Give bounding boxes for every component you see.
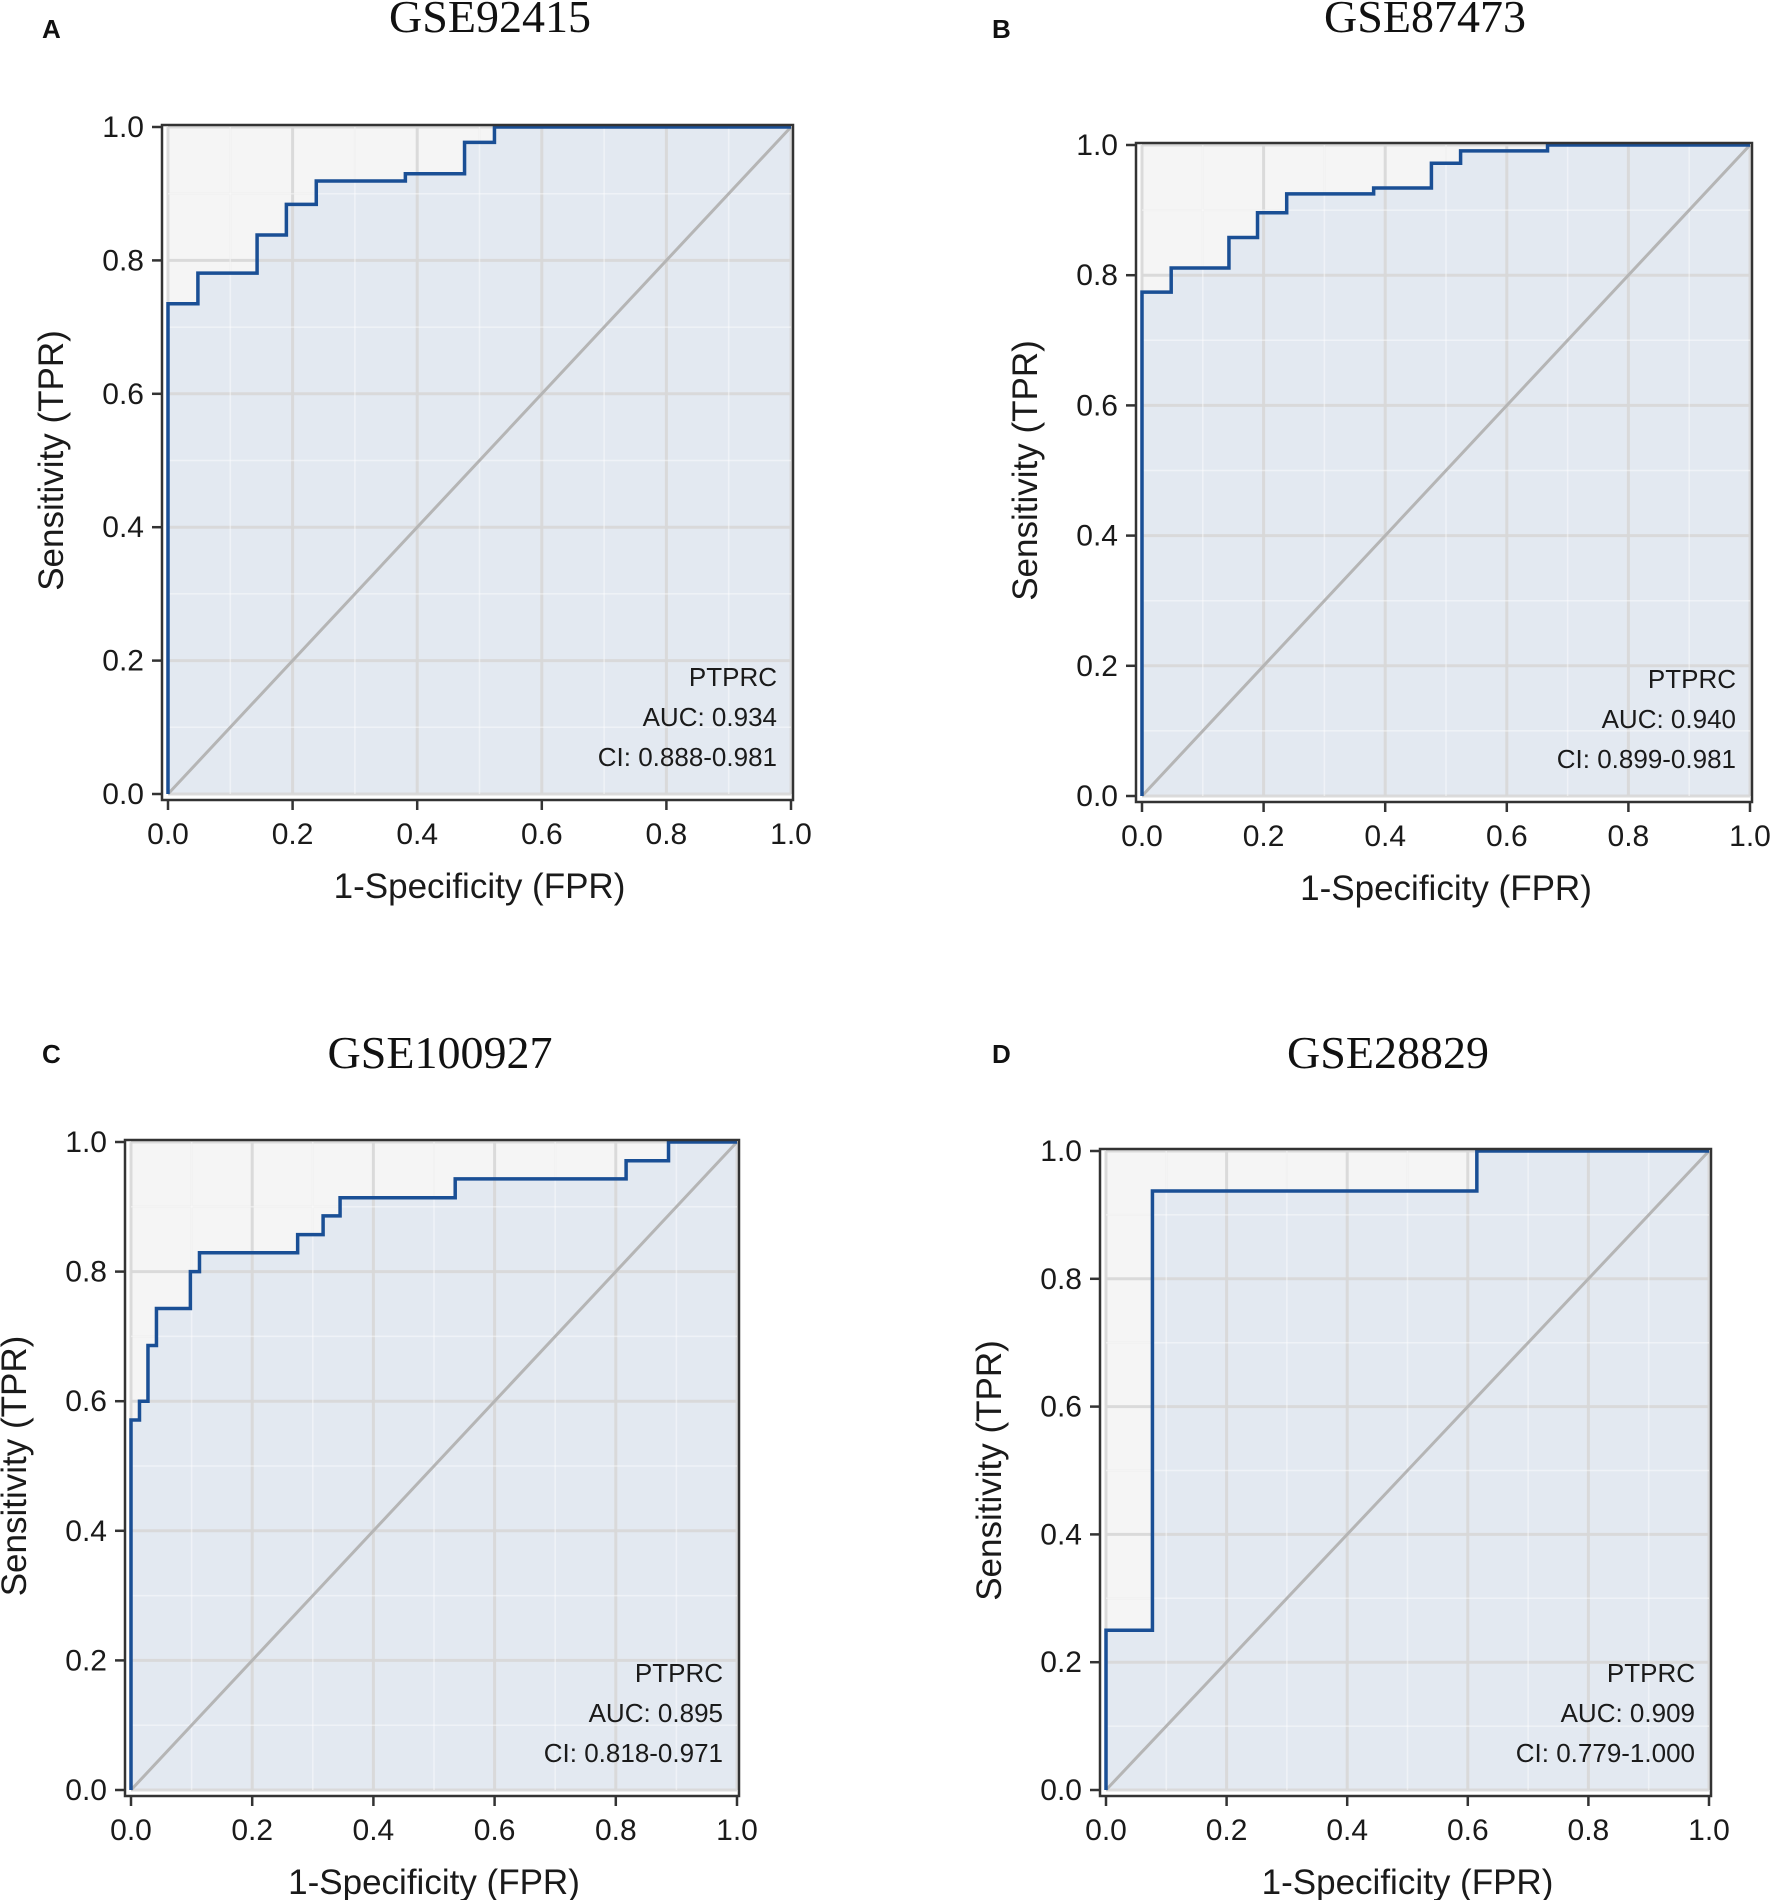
x-tick-label: 0.6 [474,1814,516,1847]
y-axis-label: Sensitivity (TPR) [970,1340,1009,1601]
annotation-auc: AUC: 0.909 [1561,1698,1695,1728]
x-axis-label: 1-Specificity (FPR) [288,1863,580,1900]
plot-frame [1134,141,1754,804]
annotation-ci: CI: 0.779-1.000 [1516,1738,1695,1768]
x-tick-label: 0.0 [1121,820,1163,853]
y-tick-label: 0.8 [1076,259,1118,292]
y-tick-label: 0.4 [1076,520,1118,553]
plot-frame [1098,1147,1713,1798]
y-tick-label: 0.4 [65,1515,107,1548]
roc-curve-line [1140,143,1750,796]
x-tick-label: 0.6 [1486,820,1528,853]
annotation-marker-name: PTPRC [1648,664,1736,694]
roc-curve-line [166,125,791,794]
y-tick-label: 0.0 [1076,780,1118,813]
plot-frame [123,1138,741,1798]
x-tick-label: 0.4 [1326,1814,1368,1847]
y-tick-label: 1.0 [102,111,144,144]
y-tick-label: 0.2 [1040,1646,1082,1679]
y-tick-label: 0.6 [1076,389,1118,422]
x-tick-label: 1.0 [770,818,812,851]
y-tick-label: 0.2 [102,645,144,678]
y-tick-label: 0.8 [65,1256,107,1289]
y-tick-label: 1.0 [1076,129,1118,162]
y-tick-label: 1.0 [65,1126,107,1159]
annotation-auc: AUC: 0.934 [643,702,777,732]
roc-curve-line [1104,1149,1709,1790]
roc-panel-c: C GSE100927 0.0 0.2 0.4 0.6 0.8 1.0 0.0 0.2 0.4 0.6… [0,1027,758,1900]
diagonal-reference-line [129,1140,739,1792]
y-tick-label: 0.8 [102,244,144,277]
annotation-marker-name: PTPRC [689,662,777,692]
y-tick-label: 0.0 [102,778,144,811]
panel-letter: A [42,14,61,44]
roc-panel-d: D GSE28829 0.0 0.2 0.4 0.6 0.8 1.0 0.0 0.2 0.4 0.6 0… [970,1027,1730,1900]
annotation-auc: AUC: 0.940 [1602,704,1736,734]
annotation-ci: CI: 0.888-0.981 [598,742,777,772]
x-tick-label: 0.0 [147,818,189,851]
x-axis-label: 1-Specificity (FPR) [1300,869,1592,908]
x-tick-label: 0.4 [353,1814,395,1847]
y-tick-label: 0.2 [65,1644,107,1677]
plot-frame [160,123,795,802]
x-tick-label: 0.8 [1608,820,1650,853]
roc-panel-b: B GSE87473 0.0 0.2 0.4 0.6 0.8 1.0 0.0 0.2 0.4 0.6 0… [992,0,1771,908]
x-tick-label: 1.0 [1688,1814,1730,1847]
chart-title: GSE28829 [1287,1027,1489,1078]
chart-title: GSE92415 [389,0,591,42]
y-axis-label: Sensitivity (TPR) [0,1336,34,1597]
y-tick-label: 0.4 [102,511,144,544]
panel-letter: B [992,14,1011,44]
annotation-ci: CI: 0.899-0.981 [1557,744,1736,774]
x-tick-label: 0.0 [110,1814,152,1847]
x-axis-label: 1-Specificity (FPR) [334,867,626,906]
y-tick-label: 0.6 [65,1385,107,1418]
x-tick-label: 0.2 [1243,820,1285,853]
roc-curve-line [129,1140,737,1790]
chart-title: GSE87473 [1324,0,1526,42]
x-tick-label: 0.2 [231,1814,273,1847]
y-axis-label: Sensitivity (TPR) [1006,340,1045,601]
diagonal-reference-line [1104,1149,1711,1792]
panel-letter: D [992,1039,1011,1069]
annotation-auc: AUC: 0.895 [589,1698,723,1728]
x-tick-label: 0.8 [595,1814,637,1847]
roc-panel-a: A GSE92415 0.0 0.2 0.4 0.6 0.8 1.0 0.0 0.2 0.4 0.6 0… [32,0,812,906]
chart-title: GSE100927 [328,1027,553,1078]
y-tick-label: 0.8 [1040,1263,1082,1296]
x-tick-label: 1.0 [716,1814,758,1847]
y-tick-label: 0.4 [1040,1518,1082,1551]
x-tick-label: 1.0 [1729,820,1771,853]
diagonal-reference-line [1140,143,1752,798]
y-axis-label: Sensitivity (TPR) [32,330,71,591]
x-tick-label: 0.4 [1364,820,1406,853]
y-tick-label: 0.6 [1040,1391,1082,1424]
y-tick-label: 1.0 [1040,1135,1082,1168]
x-tick-label: 0.2 [1206,1814,1248,1847]
x-tick-label: 0.8 [1568,1814,1610,1847]
y-tick-label: 0.0 [1040,1774,1082,1807]
x-tick-label: 0.0 [1085,1814,1127,1847]
y-tick-label: 0.2 [1076,650,1118,683]
y-tick-label: 0.0 [65,1774,107,1807]
annotation-marker-name: PTPRC [1607,1658,1695,1688]
x-axis-label: 1-Specificity (FPR) [1262,1863,1554,1900]
x-tick-label: 0.2 [272,818,314,851]
diagonal-reference-line [166,125,793,796]
x-tick-label: 0.8 [646,818,688,851]
annotation-ci: CI: 0.818-0.971 [544,1738,723,1768]
annotation-marker-name: PTPRC [635,1658,723,1688]
x-tick-label: 0.6 [521,818,563,851]
y-tick-label: 0.6 [102,378,144,411]
panel-letter: C [42,1039,61,1069]
x-tick-label: 0.6 [1447,1814,1489,1847]
x-tick-label: 0.4 [396,818,438,851]
